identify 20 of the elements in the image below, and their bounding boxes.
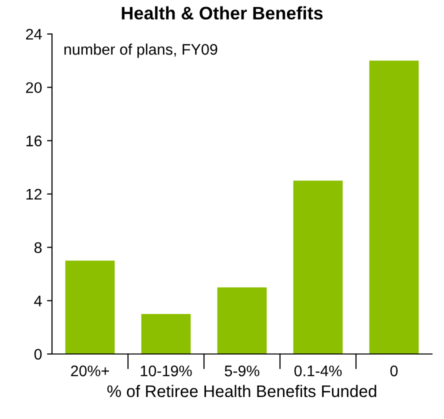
x-tick-label: 10-19% bbox=[140, 366, 192, 376]
bar bbox=[369, 60, 419, 354]
x-axis-title: % of Retiree Health Benefits Funded bbox=[107, 384, 376, 398]
bar bbox=[293, 180, 343, 354]
x-tick-label: 5-9% bbox=[224, 366, 260, 376]
x-tick-label: 0.1-4% bbox=[294, 366, 342, 376]
y-tick-label: 12 bbox=[26, 188, 42, 200]
y-tick-label: 8 bbox=[34, 242, 42, 254]
y-tick-label: 20 bbox=[26, 82, 42, 94]
bar bbox=[217, 287, 267, 354]
y-tick-label: 4 bbox=[34, 296, 42, 306]
text: number of plans, FY09 bbox=[64, 44, 218, 58]
y-tick-label: 0 bbox=[34, 348, 42, 360]
bar bbox=[141, 314, 191, 354]
bar bbox=[65, 260, 115, 354]
y-tick-label: 16 bbox=[26, 136, 42, 146]
x-tick-label: 20%+ bbox=[71, 366, 109, 376]
chart-title: Health & Other Benefits bbox=[122, 6, 323, 20]
y-tick-label: 24 bbox=[26, 28, 42, 40]
x-tick-label: 0 bbox=[390, 366, 398, 376]
